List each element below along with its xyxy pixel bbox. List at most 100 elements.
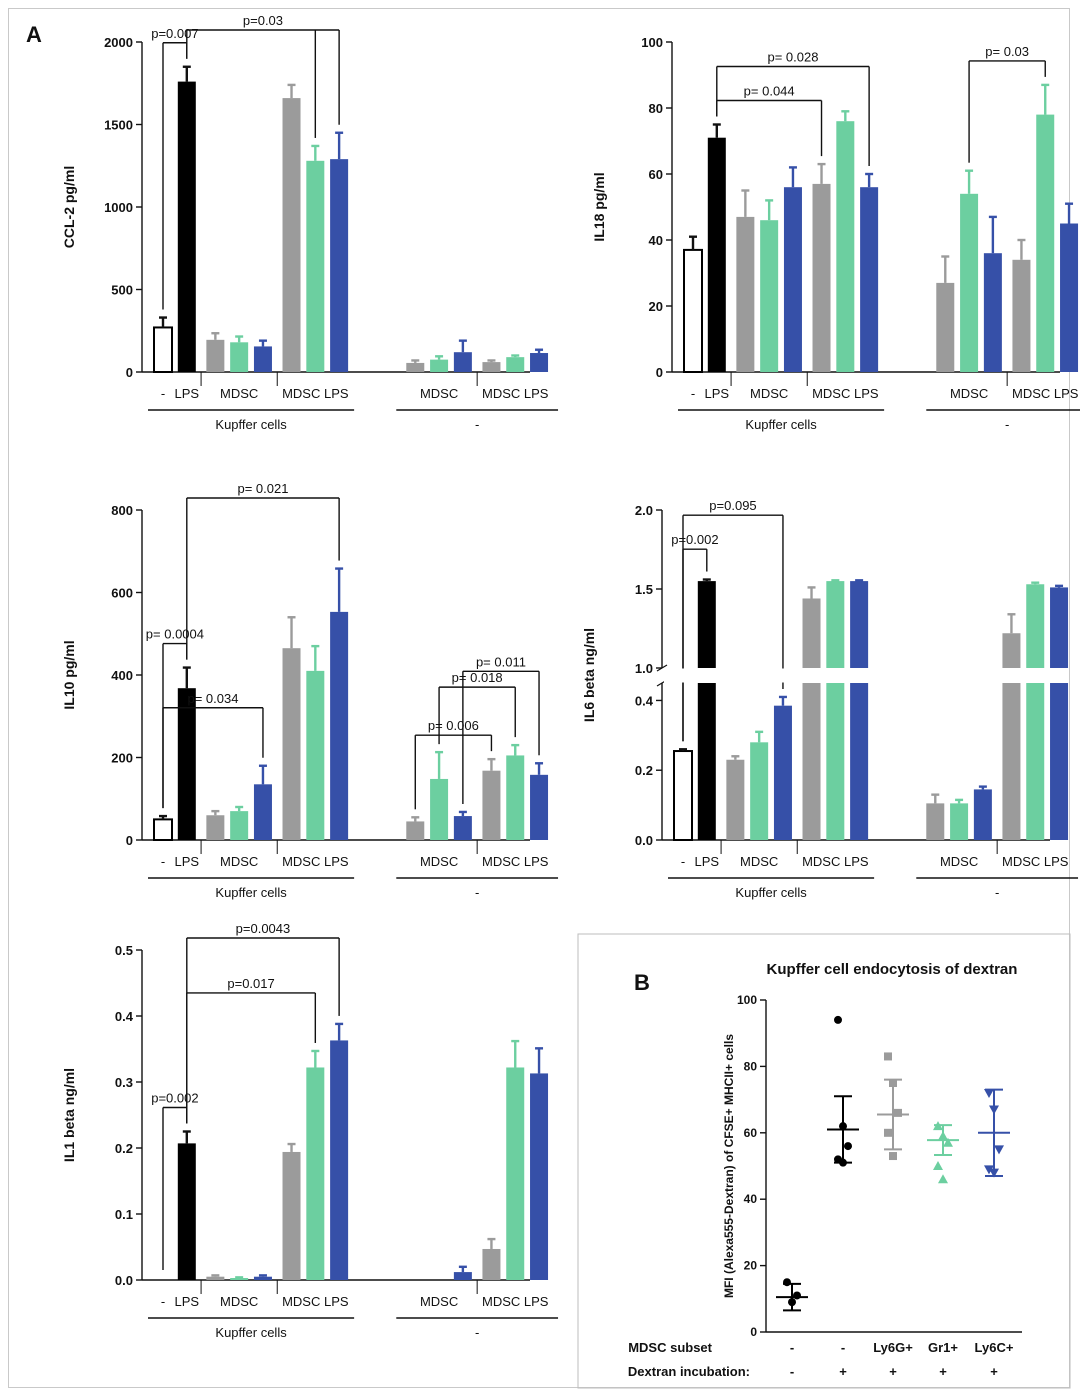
il6-annotation-label: p=0.002 xyxy=(671,532,718,547)
il18-annotation-label: p= 0.044 xyxy=(744,84,795,99)
il10-annotation-label: p= 0.0004 xyxy=(146,627,204,642)
il6-y-label: IL6 beta ng/ml xyxy=(581,628,597,722)
ccl2-y-tick-label: 1000 xyxy=(104,200,133,215)
scatter-point xyxy=(839,1158,847,1167)
scatter-y-tick-label: 60 xyxy=(744,1126,758,1140)
ccl2-y-tick-label: 0 xyxy=(126,365,133,380)
il18-kupffer-label: Kupffer cells xyxy=(745,417,817,432)
scatter-dextran-label: - xyxy=(790,1364,794,1379)
scatter-point xyxy=(834,1015,842,1024)
scatter-y-tick-label: 0 xyxy=(750,1325,757,1339)
il6-y-tick-label: 1.0 xyxy=(635,661,653,676)
il18-category-label: MDSC LPS xyxy=(812,386,879,401)
il6-bar xyxy=(850,581,869,668)
il18-bar xyxy=(783,187,802,372)
il10-annotation-label: p= 0.006 xyxy=(428,718,479,733)
il1-bar xyxy=(230,1278,249,1280)
il1-category-label: MDSC LPS xyxy=(282,1294,349,1309)
il6-y-tick-label: 0.2 xyxy=(635,763,653,778)
scatter-y-label: MFI (Alexa555-Dextran) of CFSE+ MHCII+ c… xyxy=(722,1034,736,1298)
panel-b-label: B xyxy=(634,970,650,995)
il18-category-label: LPS xyxy=(705,386,730,401)
il10-category-label: LPS xyxy=(175,854,200,869)
ccl2-bar xyxy=(177,81,196,372)
il1-bar xyxy=(453,1272,472,1280)
il1-bar xyxy=(306,1067,325,1280)
il10-category-label: MDSC LPS xyxy=(282,854,349,869)
figure-frame xyxy=(8,8,1070,1388)
il6-y-tick-label: 1.5 xyxy=(635,582,653,597)
il1-annotation-label: p=0.017 xyxy=(227,976,274,991)
il10-bar xyxy=(430,778,449,840)
il6-y-tick-label: 0.0 xyxy=(635,833,653,848)
scatter-subset-label: Ly6G+ xyxy=(873,1340,913,1355)
il1-y-tick-label: 0.1 xyxy=(115,1207,133,1222)
il10-bar xyxy=(253,784,272,840)
scatter-point xyxy=(938,1131,948,1141)
il6-bar-lower xyxy=(850,683,869,840)
il10-bar xyxy=(282,648,301,840)
ccl2-category-label: MDSC xyxy=(420,386,458,401)
ccl2-y-tick-label: 2000 xyxy=(104,35,133,50)
il6-category-label: - xyxy=(681,854,685,869)
scatter-subset-label: - xyxy=(841,1340,845,1355)
ccl2-category-label: MDSC LPS xyxy=(482,386,549,401)
il10-bar xyxy=(506,755,525,840)
ccl2-y-label: CCL-2 pg/ml xyxy=(61,166,77,248)
ccl2-category-label: LPS xyxy=(175,386,200,401)
il10-y-tick-label: 200 xyxy=(111,751,133,766)
scatter-row-label-subset: MDSC subset xyxy=(628,1340,712,1355)
scatter-point xyxy=(938,1174,948,1184)
il18-y-label: IL18 pg/ml xyxy=(591,172,607,241)
ccl2-kupffer-label: Kupffer cells xyxy=(215,417,287,432)
scatter-point xyxy=(894,1108,902,1117)
il6-bar xyxy=(697,581,716,668)
scatter-point xyxy=(884,1128,892,1137)
scatter-subset-label: - xyxy=(790,1340,794,1355)
scatter-point xyxy=(994,1145,1004,1155)
scatter-point xyxy=(989,1105,999,1115)
il10-category-label: MDSC xyxy=(220,854,258,869)
il1-kupffer-label: Kupffer cells xyxy=(215,1325,287,1340)
il1-category-label: MDSC xyxy=(220,1294,258,1309)
il10-category-label: - xyxy=(161,854,165,869)
scatter-point xyxy=(984,1088,994,1098)
il6-bar-lower xyxy=(826,683,845,840)
il1-bar xyxy=(282,1151,301,1280)
il6-annotation-label: p=0.095 xyxy=(709,498,756,513)
ccl2-bar xyxy=(453,352,472,372)
il18-bar xyxy=(1060,223,1079,372)
scatter-point xyxy=(984,1165,994,1175)
il6-bar-lower xyxy=(1050,683,1069,840)
il10-bar xyxy=(406,821,425,840)
il6-none-label: - xyxy=(995,885,999,900)
ccl2-annotation-label: p=0.007 xyxy=(151,26,198,41)
il18-bar xyxy=(936,282,955,372)
scatter-y-tick-label: 40 xyxy=(744,1192,758,1206)
il6-category-label: MDSC LPS xyxy=(1002,854,1069,869)
il10-bar xyxy=(330,611,349,840)
il18-category-label: MDSC xyxy=(950,386,988,401)
il6-category-label: MDSC xyxy=(740,854,778,869)
il18-bar xyxy=(736,216,755,372)
ccl2-category-label: - xyxy=(161,386,165,401)
scatter-dextran-label: + xyxy=(939,1364,947,1379)
il6-bar xyxy=(802,598,821,668)
il10-bar xyxy=(306,670,325,840)
scatter-y-tick-label: 20 xyxy=(744,1259,758,1273)
il1-bar xyxy=(482,1248,501,1280)
il1-none-label: - xyxy=(475,1325,479,1340)
scatter-dextran-label: + xyxy=(990,1364,998,1379)
il6-bar xyxy=(950,803,969,840)
il18-y-tick-label: 60 xyxy=(649,167,663,182)
il1-bar xyxy=(206,1276,225,1280)
il6-bar-lower xyxy=(1002,683,1021,840)
il10-kupffer-label: Kupffer cells xyxy=(215,885,287,900)
ccl2-bar xyxy=(230,342,249,372)
il6-y-tick-label: 0.4 xyxy=(635,693,654,708)
scatter-point xyxy=(839,1122,847,1131)
il1-bar xyxy=(253,1276,272,1280)
ccl2-bar xyxy=(153,326,173,374)
il10-bar xyxy=(482,770,501,840)
il18-annotation-label: p= 0.03 xyxy=(985,44,1029,59)
